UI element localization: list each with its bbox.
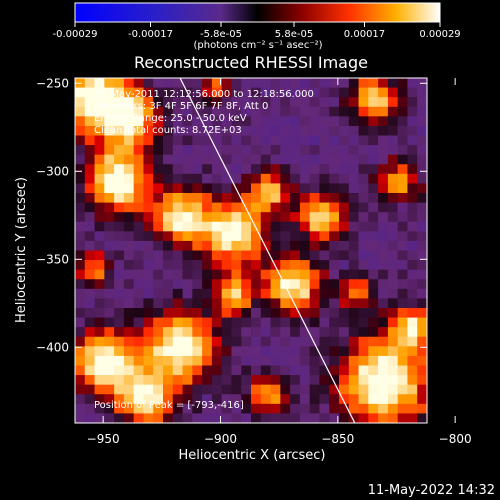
y-tick-label: −250 (36, 76, 69, 90)
y-axis-label: Heliocentric Y (arcsec) (14, 177, 29, 323)
peak-position-label: Position of Peak = [-793,-416] (94, 400, 244, 411)
x-tick-label: −800 (439, 432, 472, 446)
y-tick-label: −350 (36, 252, 69, 266)
chart-title: Reconstructed RHESSI Image (134, 53, 368, 72)
solar-limb-line (179, 78, 356, 423)
annotation-clean-counts: Clean Total counts: 8.72E+03 (94, 125, 242, 136)
x-tick-label: −850 (321, 432, 354, 446)
footer-timestamp: 11-May-2022 14:32 (368, 483, 495, 498)
colorbar-tick-label: -0.00017 (128, 29, 173, 40)
annotation-detectors: Detectors: 3F 4F 5F 6F 7F 8F, Att 0 (94, 101, 268, 112)
colorbar-tick-label: 0.00029 (419, 29, 460, 40)
colorbar-tick-label: -0.00029 (53, 29, 98, 40)
y-tick-label: −400 (36, 340, 69, 354)
y-tick-label: −300 (36, 164, 69, 178)
annotation-energy-range: Energy Range: 25.0 - 50.0 keV (94, 113, 247, 124)
heatmap-image (75, 78, 427, 423)
colorbar-tick-label: -5.8e-05 (200, 29, 242, 40)
colorbar-tick-label: 5.8e-05 (275, 29, 313, 40)
colorbar-unit-label: (photons cm⁻² s⁻¹ asec⁻²) (193, 40, 322, 51)
x-axis-label: Heliocentric X (arcsec) (179, 448, 326, 463)
colorbar-tick-label: 0.00017 (344, 29, 385, 40)
plot-frame (74, 77, 428, 424)
x-tick-label: −950 (87, 432, 120, 446)
colorbar (74, 2, 441, 23)
x-tick-label: −900 (204, 432, 237, 446)
annotation-time-range: 28-May-2011 12:12:56.000 to 12:18:56.000 (94, 89, 314, 100)
axis-ticks: −950 −900 −850 −800 −250 −300 −350 −400 (36, 76, 472, 446)
colorbar-ticks: -0.00029 -0.00017 -5.8e-05 5.8e-05 0.00017 0.… (53, 22, 461, 40)
